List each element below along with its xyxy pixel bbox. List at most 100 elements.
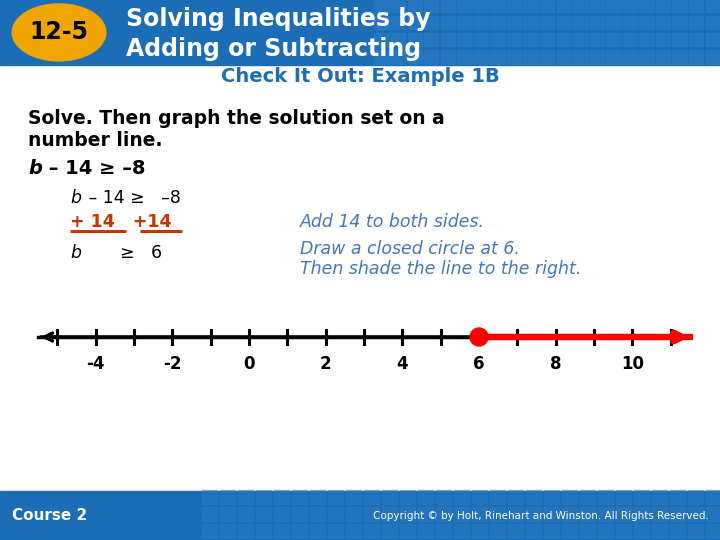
Bar <box>424 16 438 29</box>
Bar <box>328 490 343 503</box>
Bar <box>557 33 571 46</box>
Bar <box>652 508 667 521</box>
Bar <box>598 524 613 538</box>
Bar <box>454 508 469 521</box>
Bar <box>689 16 703 29</box>
Bar <box>424 33 438 46</box>
Bar <box>418 524 433 538</box>
Bar <box>391 16 405 29</box>
Bar <box>526 508 541 521</box>
Bar <box>441 16 455 29</box>
Bar <box>557 16 571 29</box>
Bar <box>418 490 433 503</box>
Bar <box>391 50 405 64</box>
Bar <box>689 33 703 46</box>
Bar <box>523 33 538 46</box>
Bar <box>507 50 521 64</box>
Text: 2: 2 <box>320 355 331 373</box>
Bar <box>623 0 637 12</box>
Bar <box>490 524 505 538</box>
Bar <box>374 33 389 46</box>
Text: Add 14 to both sides.: Add 14 to both sides. <box>300 213 485 231</box>
Bar <box>256 524 271 538</box>
Text: -2: -2 <box>163 355 181 373</box>
Bar <box>408 0 422 12</box>
Bar <box>672 33 687 46</box>
Bar <box>634 524 649 538</box>
Bar <box>310 508 325 521</box>
Bar <box>540 0 554 12</box>
Bar <box>540 33 554 46</box>
Bar <box>457 33 472 46</box>
Bar <box>274 524 289 538</box>
Text: Copyright © by Holt, Rinehart and Winston. All Rights Reserved.: Copyright © by Holt, Rinehart and Winsto… <box>374 511 709 521</box>
Bar <box>670 524 685 538</box>
Bar <box>573 0 588 12</box>
Bar <box>639 0 654 12</box>
Bar <box>544 524 559 538</box>
Bar <box>706 490 720 503</box>
Bar <box>472 508 487 521</box>
Bar <box>292 508 307 521</box>
Bar <box>616 508 631 521</box>
Bar <box>652 490 667 503</box>
Bar <box>436 490 451 503</box>
Bar <box>441 33 455 46</box>
Bar <box>424 0 438 12</box>
Bar <box>672 16 687 29</box>
Bar <box>590 33 604 46</box>
Bar <box>408 33 422 46</box>
Bar <box>457 0 472 12</box>
Bar <box>544 508 559 521</box>
Bar <box>490 16 505 29</box>
Bar <box>706 0 720 12</box>
Bar <box>507 0 521 12</box>
Bar <box>391 33 405 46</box>
Bar <box>474 33 488 46</box>
Bar <box>436 508 451 521</box>
Bar <box>623 16 637 29</box>
Bar <box>364 508 379 521</box>
Bar <box>364 524 379 538</box>
Bar <box>616 490 631 503</box>
Bar <box>472 490 487 503</box>
Bar <box>580 490 595 503</box>
Text: 0: 0 <box>243 355 255 373</box>
Bar <box>526 524 541 538</box>
Bar <box>474 16 488 29</box>
Bar <box>457 50 472 64</box>
Bar <box>507 16 521 29</box>
Bar <box>490 508 505 521</box>
Bar <box>688 490 703 503</box>
Bar <box>441 0 455 12</box>
Bar <box>706 33 720 46</box>
Bar <box>639 50 654 64</box>
Bar <box>526 490 541 503</box>
Bar <box>490 33 505 46</box>
Bar <box>670 490 685 503</box>
Bar <box>580 508 595 521</box>
Bar <box>606 0 621 12</box>
Bar <box>454 524 469 538</box>
Text: Then shade the line to the right.: Then shade the line to the right. <box>300 260 581 278</box>
Bar <box>507 33 521 46</box>
Bar <box>454 490 469 503</box>
Ellipse shape <box>12 4 106 61</box>
Bar <box>688 508 703 521</box>
Bar <box>474 50 488 64</box>
Bar <box>616 524 631 538</box>
Text: Solving Inequalities by: Solving Inequalities by <box>126 8 431 31</box>
Text: -4: -4 <box>86 355 105 373</box>
Bar <box>310 524 325 538</box>
Bar <box>400 490 415 503</box>
Bar <box>400 508 415 521</box>
Text: Solve. Then graph the solution set on a: Solve. Then graph the solution set on a <box>28 109 445 127</box>
Bar <box>656 33 670 46</box>
Bar <box>656 0 670 12</box>
Bar <box>418 508 433 521</box>
Bar <box>220 508 235 521</box>
Bar <box>598 490 613 503</box>
Bar <box>706 508 720 521</box>
Text: b: b <box>70 189 81 207</box>
Text: number line.: number line. <box>28 131 163 150</box>
